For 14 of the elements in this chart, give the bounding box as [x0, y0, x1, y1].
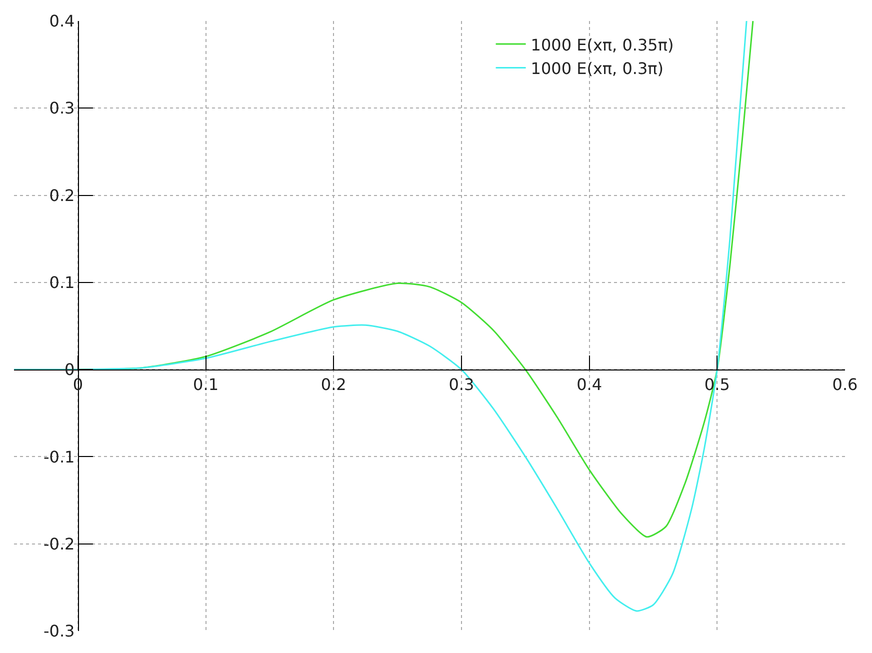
- x-tick-label: 0.1: [193, 374, 218, 394]
- legend-label: 1000 E(xπ, 0.35π): [530, 35, 674, 54]
- legend-label: 1000 E(xπ, 0.3π): [530, 59, 664, 78]
- x-tick-label: 0.2: [320, 374, 346, 394]
- x-tick-label: 0.6: [832, 374, 858, 394]
- y-tick-label: 0.4: [49, 12, 75, 31]
- y-tick-label: -0.1: [44, 447, 75, 466]
- y-tick-label: -0.2: [44, 534, 75, 554]
- y-tick-label: 0.2: [49, 186, 75, 205]
- x-tick-label: 0.3: [448, 374, 474, 394]
- y-tick-label: -0.3: [44, 622, 75, 641]
- x-tick-label: 0.4: [576, 374, 602, 394]
- y-tick-label: 0.3: [49, 98, 75, 118]
- y-tick-label: 0.1: [49, 273, 75, 292]
